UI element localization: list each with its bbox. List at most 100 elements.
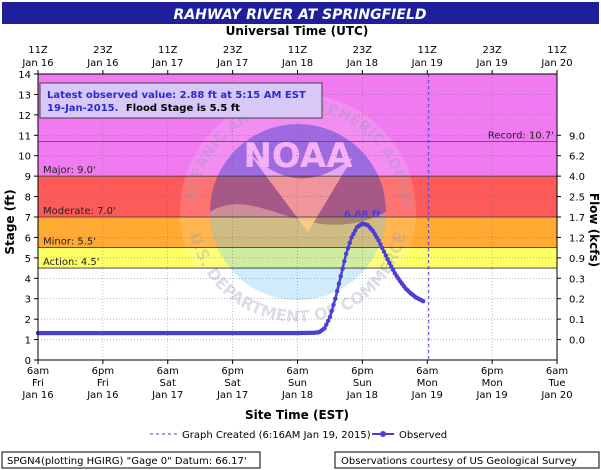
y2-tick-label: 0.9	[569, 254, 585, 265]
observed-point	[324, 322, 329, 327]
y-tick-label: 3	[25, 295, 31, 306]
y-tick-label: 10	[18, 152, 31, 163]
observed-point	[345, 246, 351, 251]
x-tick-label: Jan 18	[281, 390, 313, 401]
x-tick-label: Jan 17	[151, 390, 183, 401]
x-tick-label: Jan 20	[540, 390, 572, 401]
category-label-major: Major: 9.0'	[43, 165, 96, 176]
observed-point	[390, 267, 396, 272]
legend: Graph Created (6:16AM Jan 19, 2015) Obse…	[150, 430, 447, 441]
y2-tick-label: 1.2	[569, 233, 585, 244]
y2-tick-label: 0.0	[569, 336, 585, 347]
x-tick-label: 6am	[416, 366, 438, 377]
y2-tick-label: 0.2	[569, 295, 585, 306]
y2-tick-label: 0.3	[569, 274, 585, 285]
x-tick-label: Mon	[417, 378, 438, 389]
y-tick-label: 4	[25, 274, 31, 285]
observed-point	[333, 296, 338, 301]
y-tick-label: 2	[25, 315, 31, 326]
x-tick-label: Sun	[353, 378, 372, 389]
y2-tick-label: 1.7	[569, 213, 585, 224]
y-tick-label: 9	[25, 172, 31, 183]
x-tick-label: 6pm	[221, 366, 243, 377]
observed-point	[336, 281, 342, 286]
x-tick-label: 6am	[27, 366, 49, 377]
top-tick-label: 11Z	[28, 45, 48, 56]
top-tick-label: Jan 18	[346, 58, 378, 69]
x-tick-label: Fri	[32, 378, 44, 389]
observed-point	[338, 274, 343, 279]
observed-point	[349, 235, 354, 240]
record-label: Record: 10.7'	[488, 130, 554, 141]
title-bar	[2, 2, 599, 24]
x-tick-label: Tue	[547, 378, 565, 389]
x-tick-label: Sat	[224, 378, 240, 389]
top-tick-label: Jan 19	[411, 58, 443, 69]
y2-tick-label: 4.0	[569, 172, 585, 183]
grid-lines	[38, 74, 557, 360]
observed-point	[385, 257, 390, 262]
observed-point	[327, 314, 333, 320]
x-tick-label: Sat	[160, 378, 176, 389]
observed-point	[329, 308, 334, 314]
x-tick-label: Sun	[288, 378, 307, 389]
x-tick-label: 6pm	[481, 366, 503, 377]
x-tick-label: Fri	[97, 378, 109, 389]
top-tick-label: Jan 17	[216, 58, 248, 69]
top-tick-label: 11Z	[288, 45, 308, 56]
x-tick-label: Jan 16	[86, 390, 118, 401]
observed-point	[322, 326, 327, 331]
y2-tick-label: 9.0	[569, 131, 585, 142]
category-label-action: Action: 4.5'	[43, 257, 100, 268]
top-tick-label: Jan 19	[475, 58, 507, 69]
x-axis-title: Site Time (EST)	[245, 408, 349, 422]
watermark-noaa: NOAA	[243, 136, 353, 176]
top-tick-label: Jan 20	[540, 58, 572, 69]
legend-observed: Observed	[399, 430, 447, 441]
axes: 012345678910111213140.00.10.20.30.91.21.…	[18, 45, 585, 401]
x-tick-label: Jan 19	[475, 390, 507, 401]
info-box-flood-stage: Flood Stage is 5.5 ft	[126, 103, 240, 114]
y-tick-label: 13	[18, 90, 31, 101]
info-box	[39, 82, 323, 119]
x-tick-label: Jan 18	[346, 390, 378, 401]
flood-category-labels: Action: 4.5' Minor: 5.5' Moderate: 7.0' Maj…	[43, 130, 554, 268]
y-tick-label: 7	[25, 213, 31, 224]
y2-tick-label: 6.2	[569, 152, 585, 163]
y-tick-label: 1	[25, 336, 31, 347]
y-tick-label: 6	[25, 233, 31, 244]
y-tick-label: 5	[25, 254, 31, 265]
top-tick-label: Jan 17	[151, 58, 183, 69]
observed-point	[389, 264, 394, 269]
info-box-date: 19-Jan-2015.	[47, 103, 118, 114]
top-axis-title: Universal Time (UTC)	[226, 24, 369, 38]
footer-credit-box	[334, 451, 600, 469]
x-tick-label: 6am	[286, 366, 308, 377]
observed-point	[351, 231, 356, 237]
observed-point	[379, 245, 385, 251]
x-tick-label: 6am	[157, 366, 179, 377]
legend-graph-created: Graph Created (6:16AM Jan 19, 2015)	[182, 430, 371, 441]
observed-point	[352, 228, 358, 233]
y-tick-label: 8	[25, 193, 31, 204]
y-tick-label: 14	[18, 70, 31, 81]
observed-point	[378, 242, 383, 247]
footer-station: SPGN4(plotting HGIRG) "Gage 0" Datum: 66…	[7, 456, 247, 467]
y-tick-label: 12	[18, 111, 31, 122]
observed-point	[420, 298, 426, 304]
category-label-minor: Minor: 5.5'	[43, 237, 96, 248]
info-box-line2: 19-Jan-2015. Flood Stage is 5.5 ft	[47, 103, 240, 114]
seal-upper-disc	[210, 124, 386, 300]
footer-station-box	[1, 451, 261, 469]
x-tick-label: 6pm	[351, 366, 373, 377]
observed-point	[343, 251, 349, 256]
y2-tick-label: 2.5	[569, 193, 585, 204]
top-tick-label: 11Z	[417, 45, 437, 56]
top-tick-label: 11Z	[158, 45, 178, 56]
observed-point	[376, 238, 381, 243]
observed-series: 6.68 ft	[35, 210, 426, 336]
chart-title: RAHWAY RIVER AT SPRINGFIELD	[174, 7, 427, 23]
seal-bird-icon	[248, 152, 353, 232]
y2-tick-label: 0.1	[569, 315, 585, 326]
